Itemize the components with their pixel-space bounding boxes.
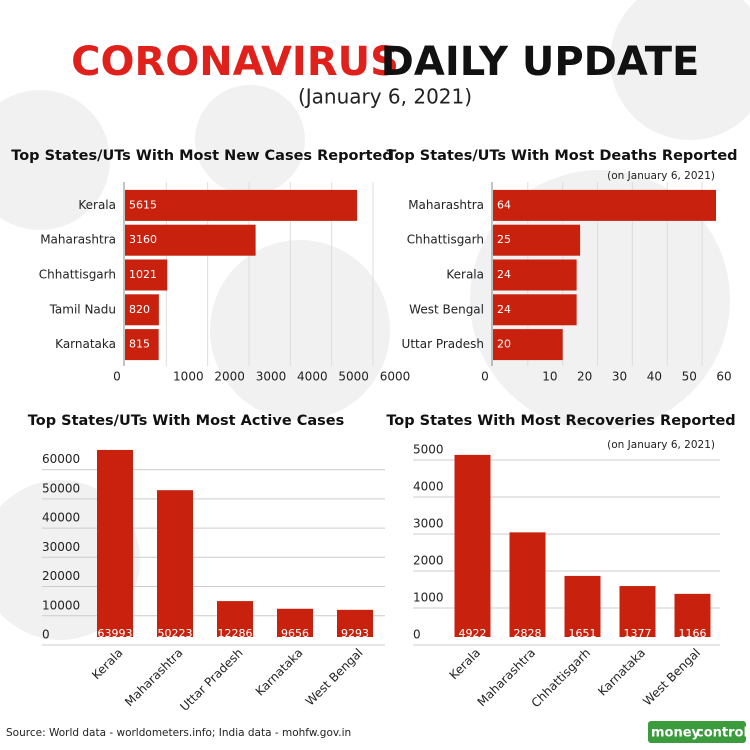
- value-label: 24: [497, 268, 511, 281]
- value-label: 1651: [569, 627, 597, 640]
- value-label: 20: [497, 338, 511, 351]
- y-tick-label: 2000: [413, 554, 444, 568]
- bar: [337, 609, 373, 637]
- x-tick-label: 2000: [214, 370, 245, 384]
- bar: [157, 490, 193, 637]
- title-red: CORONAVIRUS: [71, 39, 399, 85]
- value-label: 2828: [514, 627, 542, 640]
- y-tick-label: Karnataka: [55, 337, 116, 351]
- value-label: 50223: [158, 627, 193, 640]
- y-tick-label: 0: [42, 628, 50, 642]
- source: Source: World data - worldometers.info; …: [6, 727, 351, 739]
- bar: [509, 532, 546, 637]
- y-tick-label: 50000: [42, 481, 80, 495]
- chart-subtitle: (on January 6, 2021): [607, 439, 715, 451]
- x-tick-label: 20: [577, 370, 592, 384]
- x-tick-label: 5000: [338, 370, 369, 384]
- chart-title: Top States/UTs With Most Deaths Reported: [386, 148, 737, 164]
- y-tick-label: West Bengal: [409, 302, 484, 316]
- value-label: 9293: [341, 627, 369, 640]
- chart-title: Top States With Most Recoveries Reported: [386, 413, 735, 429]
- x-tick-label: 50: [682, 370, 697, 384]
- bar: [125, 329, 159, 361]
- value-label: 1166: [679, 627, 707, 640]
- y-tick-label: Chhattisgarh: [39, 268, 116, 282]
- y-tick-label: Chhattisgarh: [407, 233, 484, 247]
- value-label: 1377: [624, 627, 652, 640]
- x-tick-label: 0: [113, 370, 121, 384]
- y-tick-label: Kerala: [446, 268, 484, 282]
- y-tick-label: 4000: [413, 480, 444, 494]
- chart-title: Top States/UTs With Most Active Cases: [28, 413, 344, 429]
- bar: [125, 224, 256, 256]
- y-tick-label: 5000: [413, 443, 444, 457]
- bar: [454, 454, 491, 637]
- y-tick-label: 3000: [413, 517, 444, 531]
- y-tick-label: 1000: [413, 591, 444, 605]
- bar: [97, 449, 133, 637]
- bar: [277, 608, 313, 637]
- bar: [125, 294, 159, 326]
- bar: [619, 586, 656, 637]
- value-label: 12286: [218, 627, 253, 640]
- x-tick-label: 10: [542, 370, 557, 384]
- value-label: 24: [497, 303, 511, 316]
- x-tick-label: 60: [716, 370, 731, 384]
- x-tick-label: 4000: [297, 370, 328, 384]
- y-tick-label: 20000: [42, 569, 80, 583]
- value-label: 5615: [129, 198, 157, 211]
- bar: [493, 294, 577, 326]
- x-tick-label: 30: [612, 370, 627, 384]
- x-tick-label: 1000: [173, 370, 204, 384]
- x-tick-label: 40: [647, 370, 662, 384]
- bar: [125, 259, 168, 291]
- chart-subtitle: (on January 6, 2021): [607, 170, 715, 182]
- value-label: 4922: [459, 627, 487, 640]
- y-tick-label: Maharashtra: [40, 233, 116, 247]
- x-tick-label: 0: [481, 370, 489, 384]
- bar: [493, 224, 581, 256]
- logo-money: money: [651, 726, 701, 741]
- value-label: 3160: [129, 233, 157, 246]
- y-tick-label: 0: [413, 628, 421, 642]
- y-tick-label: 60000: [42, 452, 80, 466]
- bar: [493, 329, 563, 361]
- y-tick-label: Tamil Nadu: [49, 302, 116, 316]
- bar: [564, 575, 601, 637]
- value-label: 1021: [129, 268, 157, 281]
- value-label: 815: [129, 338, 150, 351]
- date: (January 6, 2021): [298, 85, 472, 109]
- y-tick-label: 30000: [42, 540, 80, 554]
- bar: [493, 259, 577, 291]
- value-label: 820: [129, 303, 150, 316]
- bar: [217, 601, 253, 637]
- y-tick-label: Maharashtra: [408, 198, 484, 212]
- value-label: 64: [497, 198, 511, 211]
- y-tick-label: 40000: [42, 511, 80, 525]
- x-tick-label: 6000: [380, 370, 411, 384]
- bar: [674, 593, 711, 637]
- value-label: 9656: [281, 627, 309, 640]
- value-label: 25: [497, 233, 511, 246]
- title-black: DAILY UPDATE: [381, 39, 700, 85]
- value-label: 63993: [98, 627, 133, 640]
- bar: [125, 189, 358, 221]
- y-tick-label: Kerala: [78, 198, 116, 212]
- chart-title: Top States/UTs With Most New Cases Repor…: [11, 148, 393, 164]
- y-tick-label: 10000: [42, 598, 80, 612]
- logo-control: control: [696, 726, 748, 741]
- y-tick-label: Uttar Pradesh: [402, 337, 484, 351]
- logo-box: [648, 721, 746, 743]
- x-tick-label: 3000: [256, 370, 287, 384]
- bar: [493, 189, 716, 221]
